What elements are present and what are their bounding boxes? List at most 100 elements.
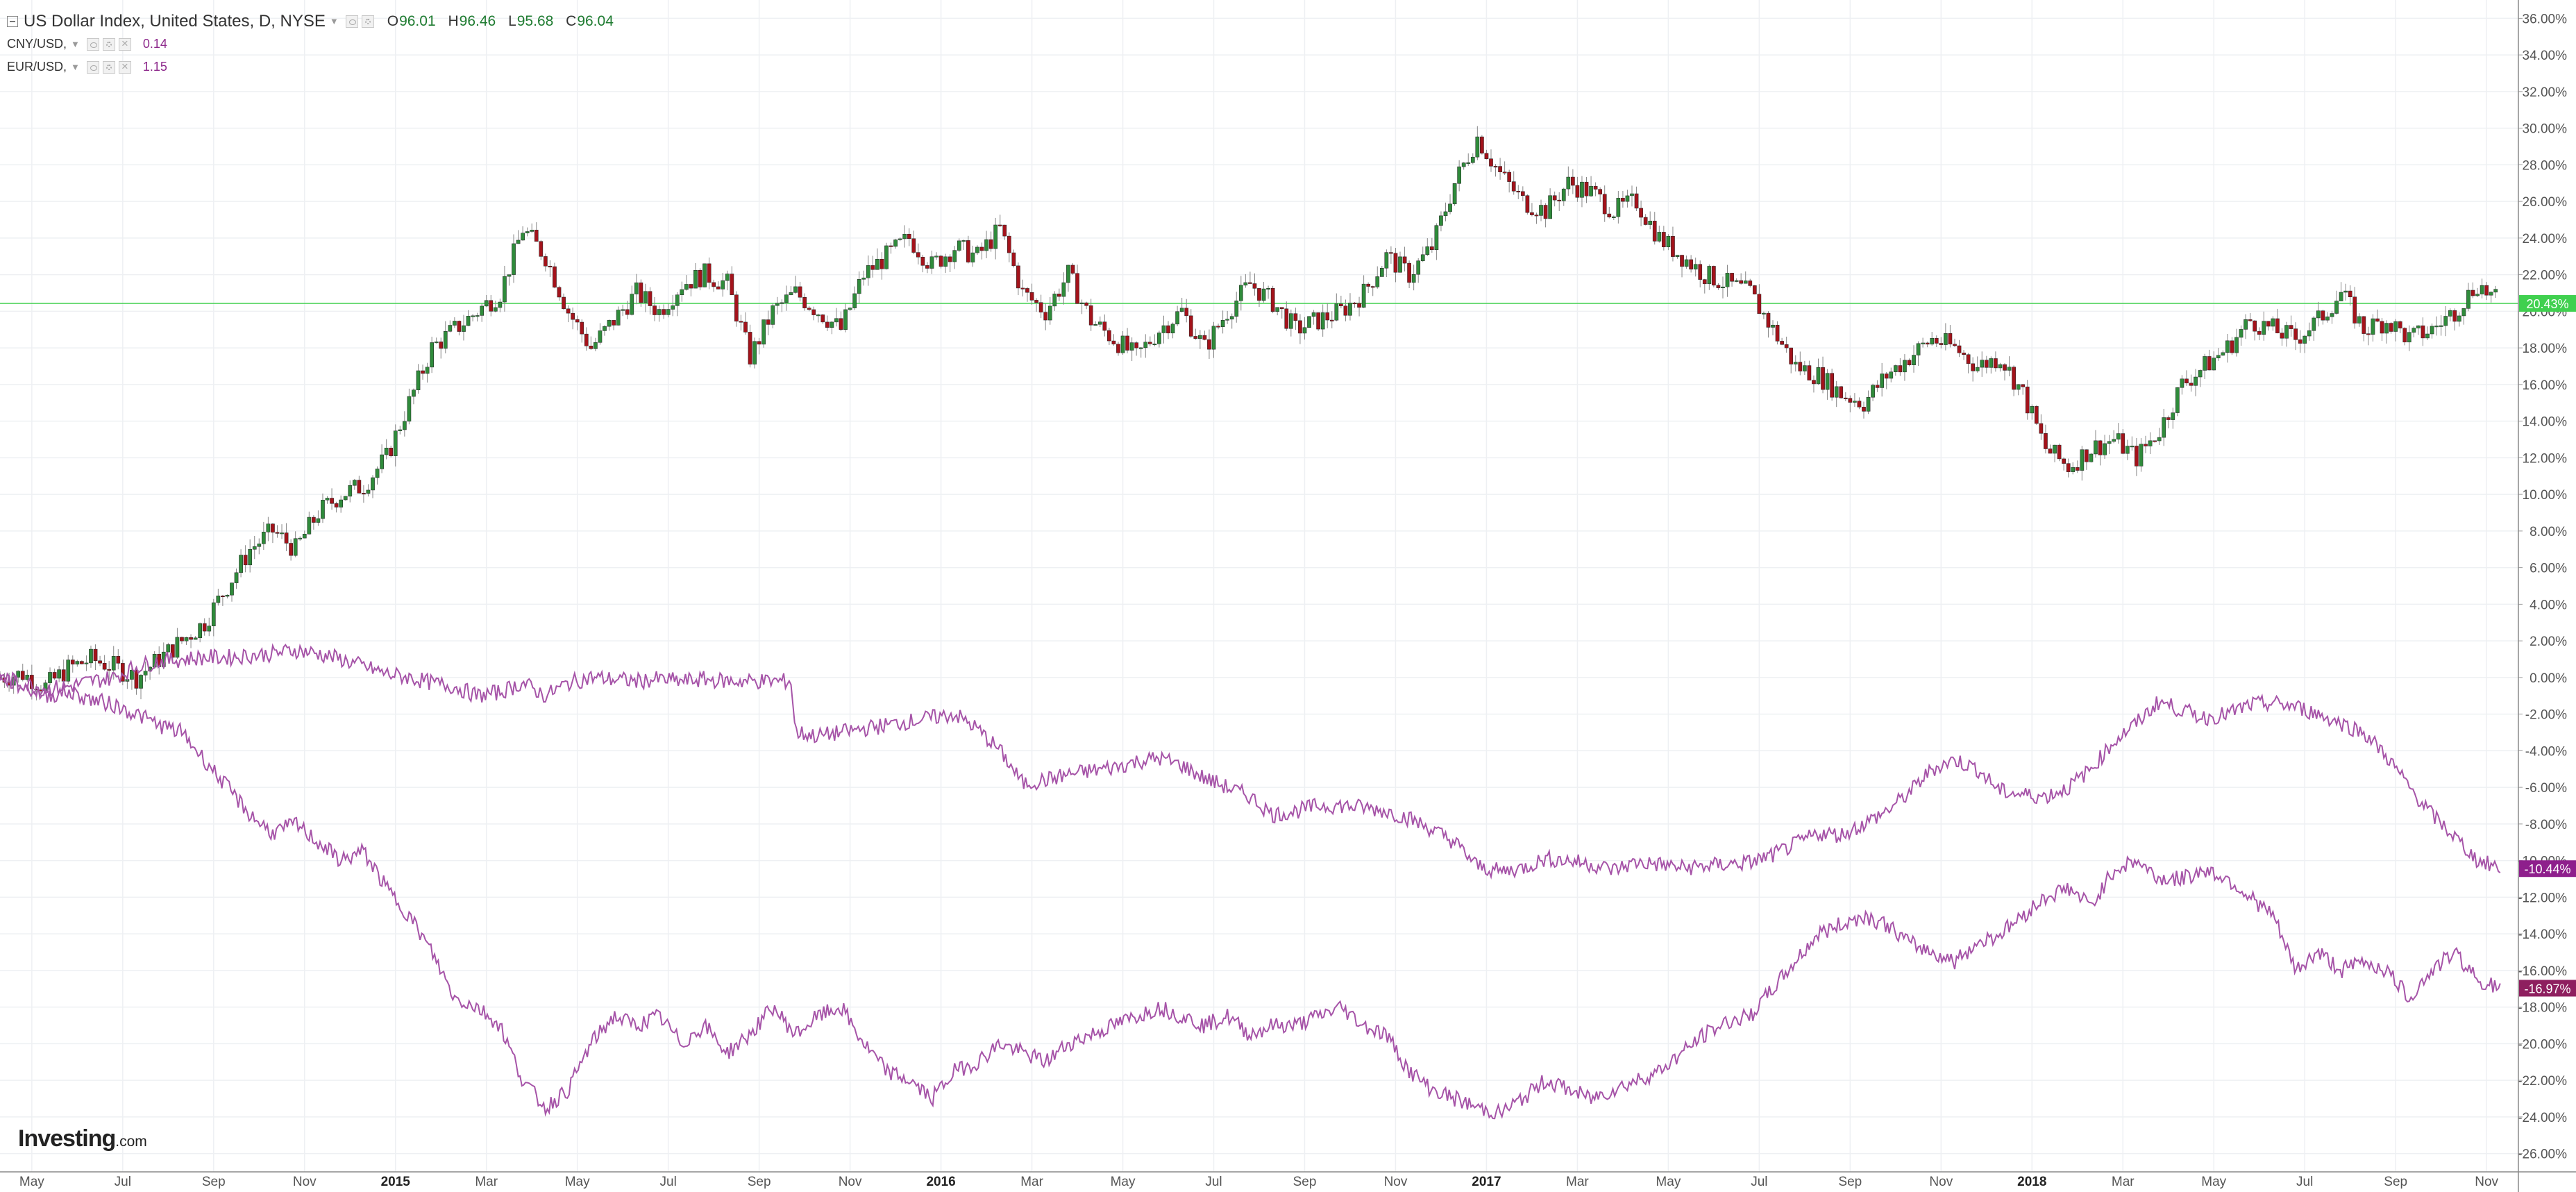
candle-body xyxy=(1916,343,1921,355)
candle-body xyxy=(1780,341,1784,345)
candle-body xyxy=(1893,365,1898,372)
candle-body xyxy=(2411,328,2416,333)
eur-series-title[interactable]: EUR/USD, xyxy=(7,60,67,74)
candle-body xyxy=(2439,325,2443,327)
cny-series-title[interactable]: CNY/USD, xyxy=(7,37,67,51)
candle-body xyxy=(1288,313,1293,329)
candle-body xyxy=(93,648,98,661)
gear-icon[interactable] xyxy=(361,15,374,28)
candle-body xyxy=(1989,358,1994,368)
candle-body xyxy=(275,532,280,534)
candle-body xyxy=(1334,303,1339,321)
candle-body xyxy=(193,637,198,640)
candle-body xyxy=(1357,303,1361,308)
candle-body xyxy=(2153,440,2157,442)
candle-body xyxy=(1157,333,1161,344)
candle-body xyxy=(1352,303,1357,305)
eye-icon[interactable] xyxy=(345,15,358,28)
candle-body xyxy=(852,293,857,308)
candle-body xyxy=(1880,373,1885,388)
candle-body xyxy=(766,319,771,325)
candle-body xyxy=(2489,292,2493,296)
candle-body xyxy=(707,263,712,283)
candle-body xyxy=(1093,324,1098,326)
candle-body xyxy=(1857,401,1862,408)
candle-body xyxy=(1125,335,1129,351)
candle-body xyxy=(2375,318,2380,322)
candle-body xyxy=(1520,191,1525,196)
legend-main-row[interactable]: US Dollar Index, United States, D, NYSE … xyxy=(7,10,622,33)
candle-body xyxy=(493,307,498,312)
candle-body xyxy=(2175,387,2180,413)
candle-body xyxy=(1238,285,1243,301)
main-series-title[interactable]: US Dollar Index, United States, D, NYSE xyxy=(24,11,326,31)
legend-sub-row-eur[interactable]: EUR/USD, ▼ 1.15 xyxy=(7,56,622,78)
candle-body xyxy=(1734,280,1739,282)
candle-body xyxy=(789,292,793,295)
candle-body xyxy=(1534,215,1539,217)
gear-icon[interactable] xyxy=(102,37,115,51)
candle-body xyxy=(1984,360,1989,368)
eye-icon[interactable] xyxy=(86,37,99,51)
candle-body xyxy=(171,644,175,658)
candle-body xyxy=(2085,449,2089,462)
candle-body xyxy=(302,534,307,539)
candle-body xyxy=(1593,185,1598,190)
close-icon[interactable] xyxy=(118,60,131,74)
candle-body xyxy=(1966,354,1971,364)
close-icon[interactable] xyxy=(118,37,131,51)
close-key: C xyxy=(566,12,577,29)
candle-body xyxy=(2262,321,2266,335)
candle-body xyxy=(1853,401,1857,403)
candle-body xyxy=(630,294,634,315)
candle-body xyxy=(734,294,739,321)
candle-body xyxy=(2048,448,2053,454)
candle-body xyxy=(693,269,698,289)
candle-body xyxy=(2062,458,2066,464)
candle-body xyxy=(1075,273,1079,304)
candle-body xyxy=(1339,303,1343,306)
candle-body xyxy=(2271,318,2275,327)
candle-body xyxy=(1411,274,1416,283)
x-tick-label: May xyxy=(2201,1175,2226,1189)
candle-body xyxy=(2334,301,2339,314)
candle-body xyxy=(1607,213,1612,217)
candle-body xyxy=(1516,191,1521,193)
candle-body xyxy=(612,320,616,326)
candle-body xyxy=(1320,312,1325,330)
candle-body xyxy=(434,342,439,344)
series-layer xyxy=(0,126,2501,1120)
price-axis[interactable]: 36.00% 34.00% 32.00% 30.00% 28.00% 26.00% 24.0… xyxy=(2518,0,2567,1192)
gear-icon[interactable] xyxy=(102,60,115,74)
candle-body xyxy=(1343,305,1348,316)
candle-body xyxy=(589,346,594,349)
chevron-down-icon[interactable]: ▼ xyxy=(71,62,80,72)
chevron-down-icon[interactable]: ▼ xyxy=(71,39,80,49)
candle-body xyxy=(2025,386,2030,414)
candle-body xyxy=(784,294,789,303)
candle-body xyxy=(1138,347,1143,349)
candle-body xyxy=(1975,367,1980,371)
candle-body xyxy=(598,330,603,343)
chevron-down-icon[interactable]: ▼ xyxy=(329,16,339,26)
collapse-icon[interactable] xyxy=(7,15,18,27)
cny-usd-line xyxy=(0,643,2501,880)
candle-body xyxy=(412,389,416,397)
time-axis[interactable]: May Jul Sep Nov 2015 Mar May Jul Sep Nov 2016 Mar Ma… xyxy=(0,1171,2576,1189)
candle-body xyxy=(503,276,507,303)
candle-body xyxy=(721,280,725,289)
eur-value: 1.15 xyxy=(142,60,167,74)
legend-sub-row-cny[interactable]: CNY/USD, ▼ 0.14 xyxy=(7,33,622,56)
y-tick-label: 32.00% xyxy=(2523,85,2568,100)
candle-body xyxy=(457,321,462,332)
candle-body xyxy=(2380,321,2384,334)
candle-body xyxy=(1639,208,1643,218)
last-value-labels: 20.43% -10.44% -16.97% xyxy=(2519,295,2576,997)
candle-body xyxy=(988,239,993,249)
candle-body xyxy=(261,532,266,544)
candle-body xyxy=(730,274,734,295)
candle-body xyxy=(1602,194,1607,215)
candle-body xyxy=(898,238,902,240)
eye-icon[interactable] xyxy=(86,60,99,74)
